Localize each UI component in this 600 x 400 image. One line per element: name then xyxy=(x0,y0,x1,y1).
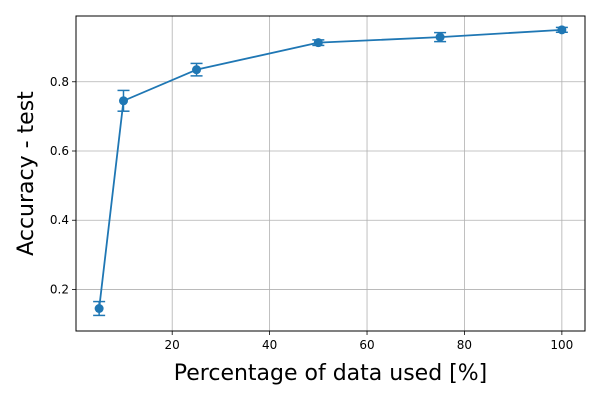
series-line xyxy=(98,28,562,309)
x-tick-label: 40 xyxy=(262,338,277,352)
x-axis-label: Percentage of data used [%] xyxy=(174,361,487,386)
x-tick-label: 60 xyxy=(359,338,374,352)
data-point xyxy=(313,38,323,48)
y-tick-label: 0.8 xyxy=(50,75,69,89)
data-points xyxy=(94,25,567,313)
y-tick-label: 0.6 xyxy=(50,144,69,158)
data-point xyxy=(118,96,128,106)
y-tick-label: 0.4 xyxy=(50,213,69,227)
x-tick-label: 80 xyxy=(457,338,472,352)
grid-lines xyxy=(76,16,585,331)
plot-frame xyxy=(75,15,586,332)
data-point xyxy=(435,32,445,42)
data-point xyxy=(192,65,202,75)
y-tick-label: 0.2 xyxy=(50,282,69,296)
x-tick-label: 100 xyxy=(550,338,573,352)
data-point xyxy=(557,25,567,35)
y-axis-label: Accuracy - test xyxy=(14,91,39,256)
data-point xyxy=(94,304,104,313)
error-bars xyxy=(93,26,568,317)
series-lines xyxy=(98,28,562,309)
x-tick-label: 20 xyxy=(165,338,180,352)
axis-ticks: 20 40 60 80 100 0.2 0.4 0.6 0.8 xyxy=(50,75,573,352)
